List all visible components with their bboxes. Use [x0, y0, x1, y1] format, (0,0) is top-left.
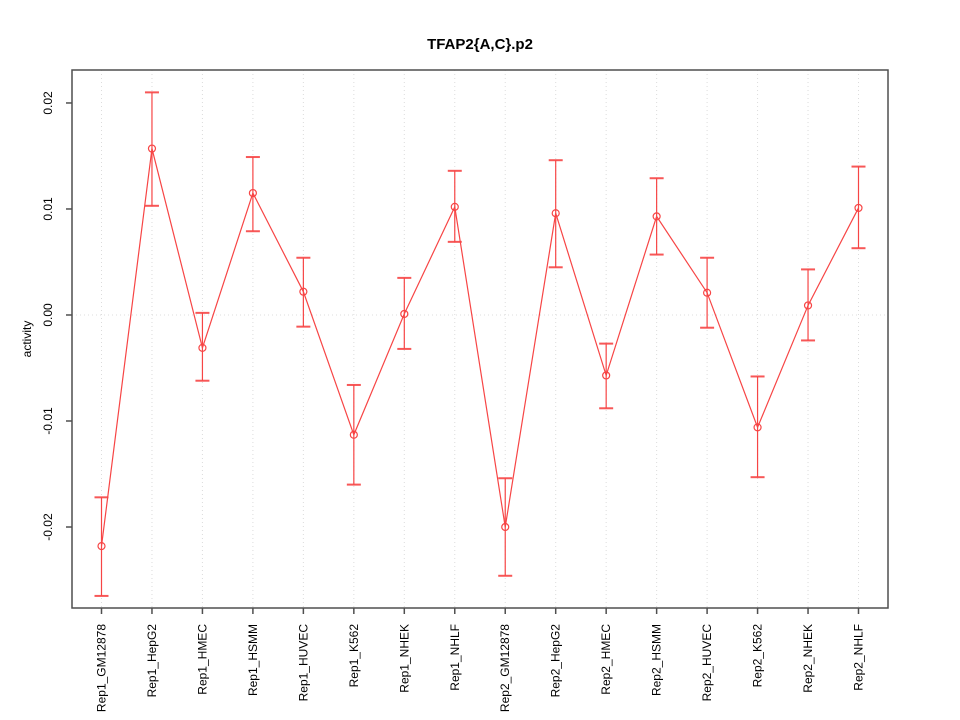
- x-tick-label: Rep1_HSMM: [246, 624, 260, 696]
- x-tick-label: Rep2_HSMM: [650, 624, 664, 696]
- data-point: [854, 203, 863, 213]
- x-tick-label: Rep1_HMEC: [195, 624, 209, 695]
- data-point: [652, 212, 661, 221]
- x-tick-label: Rep2_NHEK: [801, 624, 815, 693]
- x-tick-label: Rep2_K562: [751, 624, 765, 688]
- data-point: [803, 301, 813, 310]
- x-tick-label: Rep2_HepG2: [549, 624, 563, 698]
- data-point: [551, 209, 560, 218]
- series-line: [100, 148, 860, 547]
- data-point: [400, 309, 409, 319]
- data-point: [450, 202, 459, 211]
- x-tick-label: Rep1_GM12878: [95, 624, 109, 712]
- x-tick-label: Rep1_HepG2: [145, 624, 159, 698]
- data-point: [349, 430, 358, 439]
- chart-title: TFAP2{A,C}.p2: [427, 36, 533, 53]
- y-tick-label: -0.01: [41, 407, 55, 435]
- y-tick-label: 0.01: [41, 197, 55, 221]
- y-tick-label: -0.02: [41, 513, 55, 541]
- y-tick-label: 0.00: [41, 303, 55, 327]
- data-point: [501, 522, 510, 532]
- data-point: [97, 541, 106, 551]
- data-point: [198, 343, 207, 352]
- x-tick-label: Rep2_GM12878: [498, 624, 512, 712]
- plot-box: [71, 69, 889, 609]
- x-tick-label: Rep1_NHLF: [448, 624, 462, 691]
- y-tick-label: 0.02: [41, 91, 55, 115]
- x-tick-label: Rep1_HUVEC: [296, 624, 310, 702]
- x-tick-label: Rep2_NHLF: [852, 624, 866, 691]
- data-point: [147, 144, 157, 153]
- data-point: [702, 288, 712, 297]
- x-tick-label: Rep1_K562: [347, 624, 361, 688]
- data-point: [248, 188, 257, 198]
- data-point: [753, 423, 762, 432]
- data-point: [299, 287, 308, 296]
- x-tick-label: Rep2_HUVEC: [700, 624, 714, 702]
- x-tick-label: Rep2_HMEC: [599, 624, 613, 695]
- x-tick-label: Rep1_NHEK: [397, 624, 411, 693]
- data-point: [602, 371, 611, 380]
